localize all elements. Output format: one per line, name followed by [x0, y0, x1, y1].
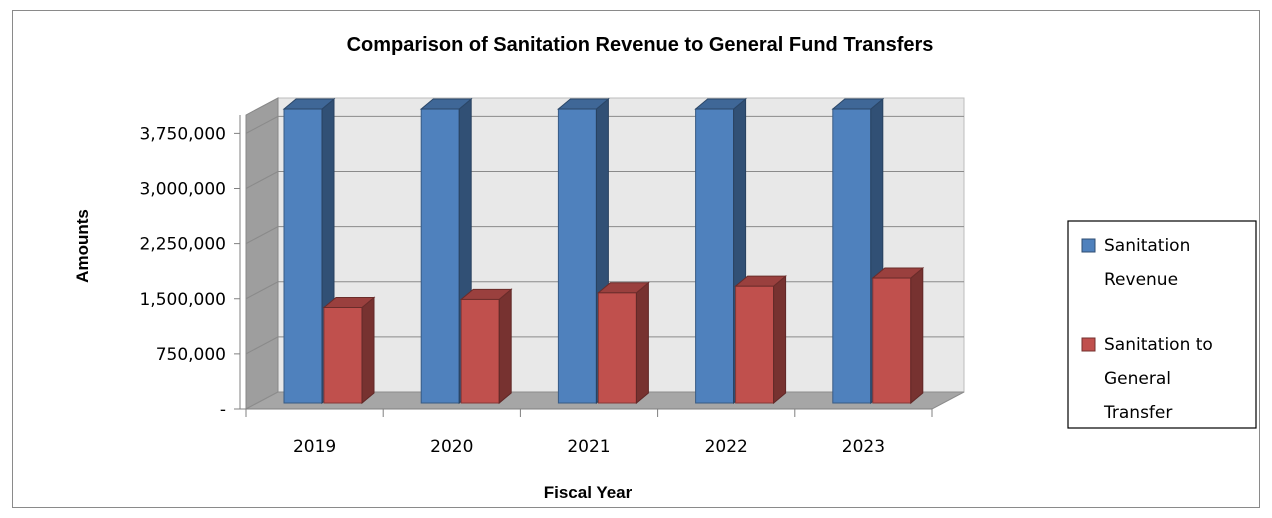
y-axis-title: Amounts: [73, 209, 92, 283]
x-tick-label: 2020: [430, 437, 473, 457]
legend-label: Transfer: [1103, 403, 1172, 423]
legend-label: Revenue: [1104, 270, 1178, 290]
legend-label: Sanitation: [1104, 236, 1190, 256]
y-tick-label: 3,750,000: [139, 124, 226, 144]
chart-title: Comparison of Sanitation Revenue to Gene…: [347, 34, 934, 56]
bar-sanitation-transfer-2022: [734, 275, 787, 405]
legend-swatch: [1081, 337, 1096, 352]
x-tick-label: 2021: [567, 437, 610, 457]
legend-label: Sanitation to: [1104, 335, 1213, 355]
x-axis-title: Fiscal Year: [544, 483, 633, 502]
x-tick-label: 2019: [293, 437, 336, 457]
y-tick-label: 2,250,000: [139, 235, 226, 255]
bars: [282, 97, 925, 405]
bar-sanitation-transfer-2019: [322, 296, 376, 405]
gridline-side: [245, 281, 279, 300]
gridline-side: [245, 171, 279, 189]
legend-box: [1067, 220, 1257, 429]
gridline-side: [245, 226, 279, 245]
x-tick-labels: 2019 2020 2021 2022 2023: [293, 437, 885, 457]
y-tick-labels: - 750,000 1,500,000 2,250,000 3,000,000 3,750…: [139, 124, 226, 420]
legend: Sanitation Revenue Sanitation to General Tra…: [1067, 220, 1257, 429]
y-tick-label: 3,000,000: [139, 180, 226, 200]
y-tick-label: 750,000: [156, 345, 226, 365]
x-tick-label: 2023: [842, 437, 885, 457]
side-wall: [245, 97, 279, 410]
bar-sanitation-transfer-2020: [459, 288, 513, 405]
gridline-side: [245, 336, 279, 355]
bar-sanitation-transfer-2023: [871, 266, 925, 405]
x-tick-label: 2022: [705, 437, 748, 457]
gridline-side: [245, 115, 279, 134]
y-tick-label: -: [220, 400, 226, 420]
bar-sanitation-transfer-2021: [597, 281, 650, 405]
legend-swatch: [1081, 238, 1096, 253]
y-tick-label: 1,500,000: [139, 290, 226, 310]
legend-label: General: [1104, 369, 1171, 389]
